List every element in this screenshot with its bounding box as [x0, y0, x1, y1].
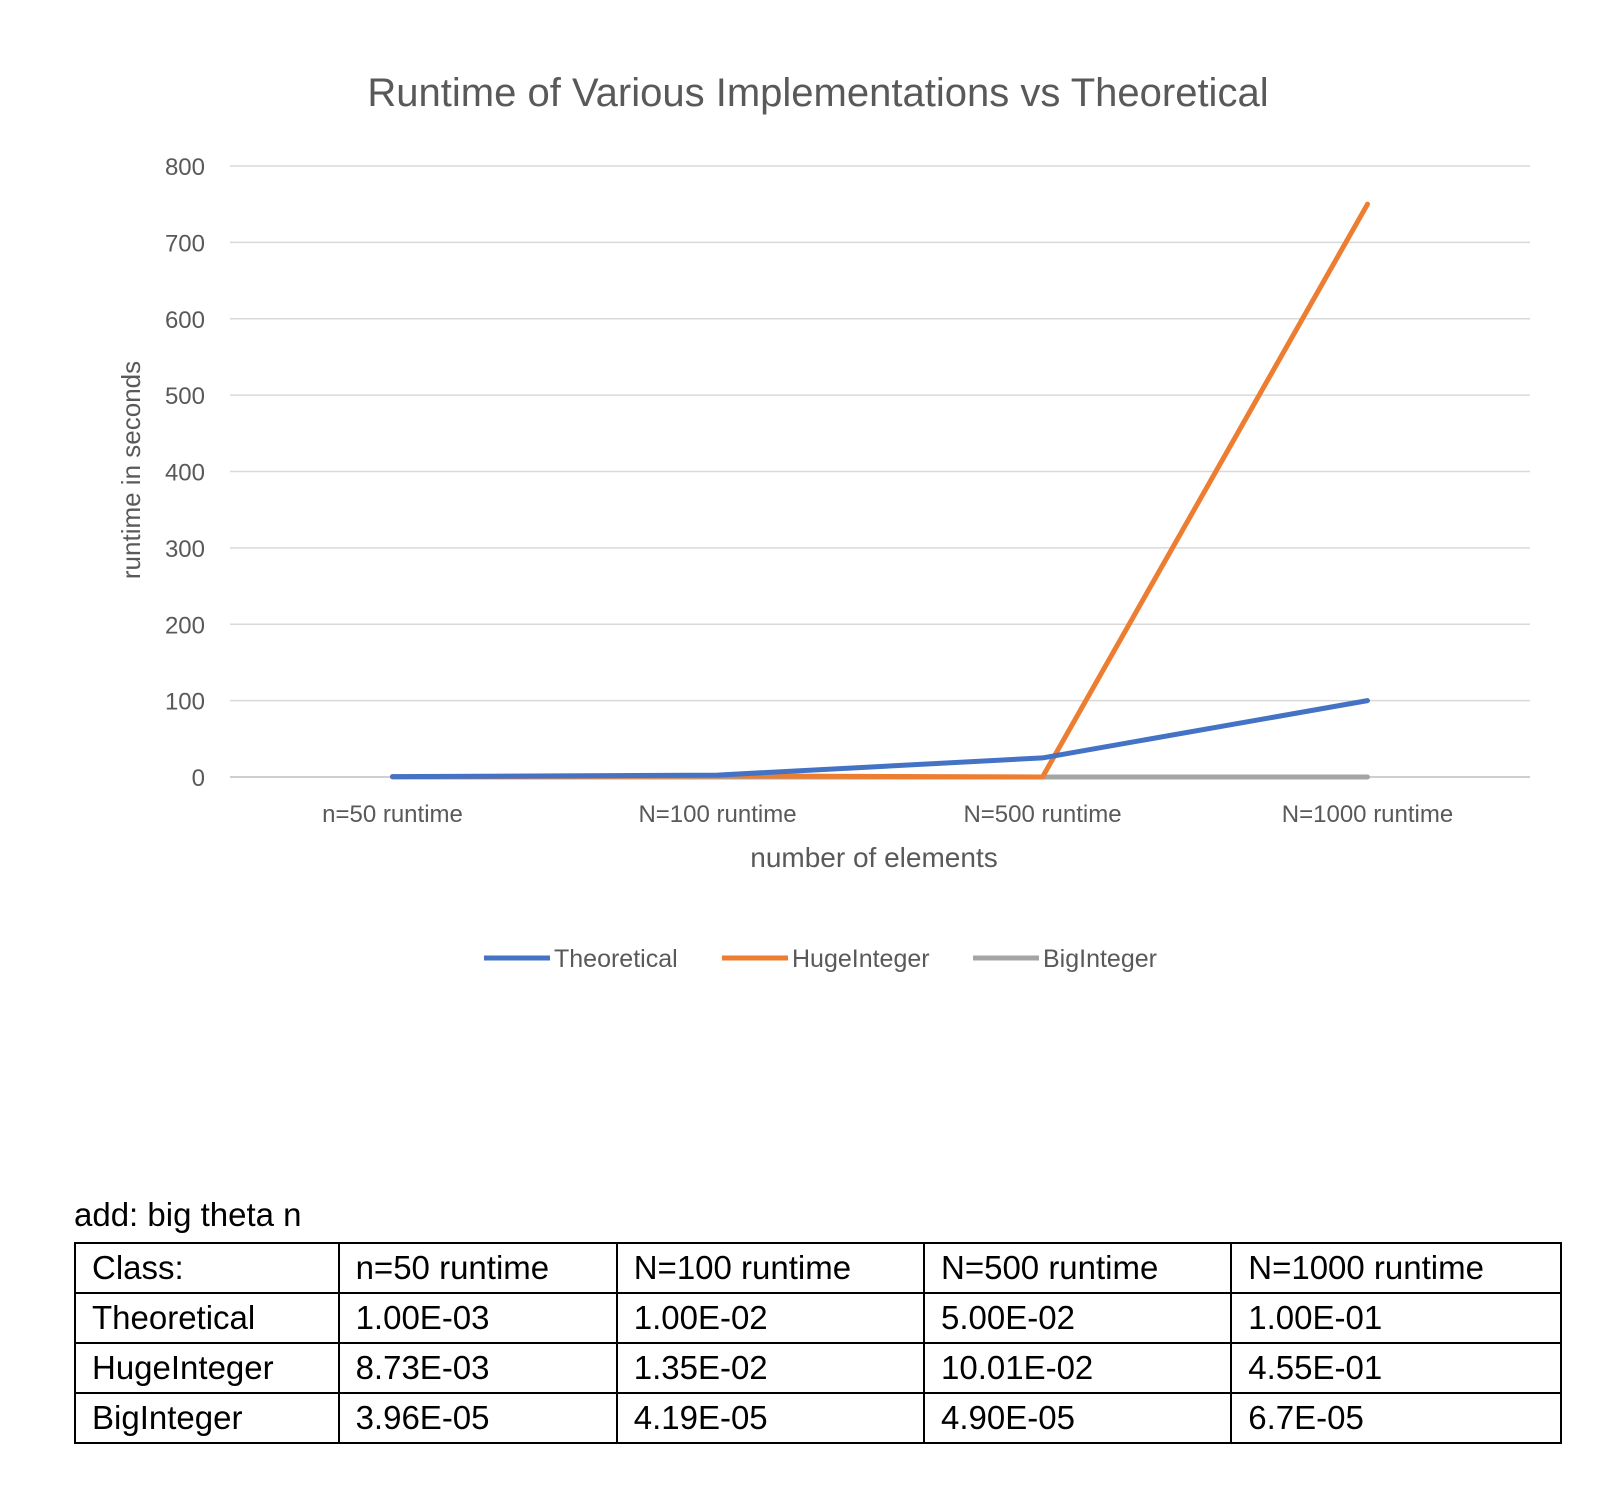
- header-n50: n=50 runtime: [337, 1242, 618, 1294]
- y-tick-label: 0: [192, 765, 205, 792]
- table-cell: 1.35E-02: [615, 1342, 925, 1394]
- table-cell: 4.19E-05: [615, 1392, 925, 1444]
- y-axis-ticks: 0 100 200 300 400 500 600 700 800: [165, 154, 205, 792]
- table-cell: 1.00E-02: [615, 1292, 925, 1344]
- table-caption: add: big theta n: [74, 1196, 302, 1233]
- y-tick-label: 100: [165, 689, 205, 716]
- x-tick-label: n=50 runtime: [322, 801, 463, 828]
- x-tick-label: N=1000 runtime: [1282, 801, 1453, 828]
- legend-entry: Theoretical: [554, 945, 678, 973]
- y-tick-label: 500: [165, 383, 205, 410]
- x-tick-label: N=500 runtime: [963, 801, 1121, 828]
- series-line-hugeinteger: [390, 201, 1370, 780]
- header-n500: N=500 runtime: [922, 1242, 1233, 1294]
- series-line-theoretical: [390, 698, 1370, 780]
- y-tick-label: 700: [165, 230, 205, 257]
- x-tick-label: N=100 runtime: [638, 801, 796, 828]
- header-class: Class:: [74, 1242, 340, 1294]
- y-tick-label: 800: [165, 154, 205, 181]
- table-cell: 1.00E-01: [1230, 1292, 1562, 1344]
- x-axis-label: number of elements: [750, 842, 997, 873]
- x-axis-ticks: n=50 runtime N=100 runtime N=500 runtime N=…: [322, 801, 1453, 828]
- row-class-cell: BigInteger: [74, 1392, 340, 1444]
- table-cell: 8.73E-03: [337, 1342, 618, 1394]
- legend-entry: HugeInteger: [792, 945, 930, 973]
- y-tick-label: 400: [165, 460, 205, 487]
- line-chart: Runtime of Various Implementations vs Th…: [116, 71, 1530, 973]
- y-tick-label: 200: [165, 612, 205, 639]
- y-tick-label: 300: [165, 536, 205, 563]
- table-cell: 5.00E-02: [922, 1292, 1233, 1344]
- table-cell: 10.01E-02: [922, 1342, 1233, 1394]
- gridlines: [230, 165, 1530, 778]
- table-row: Theoretical 1.00E-03 1.00E-02 5.00E-02 1…: [74, 1292, 1562, 1344]
- table-row: BigInteger 3.96E-05 4.19E-05 4.90E-05 6.…: [74, 1392, 1562, 1444]
- table-cell: 3.96E-05: [337, 1392, 618, 1444]
- table-header-row: Class: n=50 runtime N=100 runtime N=500 …: [74, 1242, 1562, 1294]
- table-row: HugeInteger 8.73E-03 1.35E-02 10.01E-02 …: [74, 1342, 1562, 1394]
- row-class-cell: HugeInteger: [74, 1342, 340, 1394]
- header-n100: N=100 runtime: [615, 1242, 925, 1294]
- table-cell: 4.55E-01: [1230, 1342, 1562, 1394]
- runtime-table: Class: n=50 runtime N=100 runtime N=500 …: [74, 1242, 1562, 1444]
- chart-title: Runtime of Various Implementations vs Th…: [367, 71, 1268, 115]
- series-lines: [390, 201, 1370, 780]
- legend: Theoretical HugeInteger BigInteger: [484, 945, 1157, 973]
- table-cell: 1.00E-03: [337, 1292, 618, 1344]
- y-axis-label: runtime in seconds: [116, 361, 146, 579]
- legend-entry: BigInteger: [1043, 945, 1157, 973]
- table-cell: 4.90E-05: [922, 1392, 1233, 1444]
- header-n1000: N=1000 runtime: [1230, 1242, 1562, 1294]
- table-cell: 6.7E-05: [1230, 1392, 1562, 1444]
- row-class-cell: Theoretical: [74, 1292, 340, 1344]
- y-tick-label: 600: [165, 307, 205, 334]
